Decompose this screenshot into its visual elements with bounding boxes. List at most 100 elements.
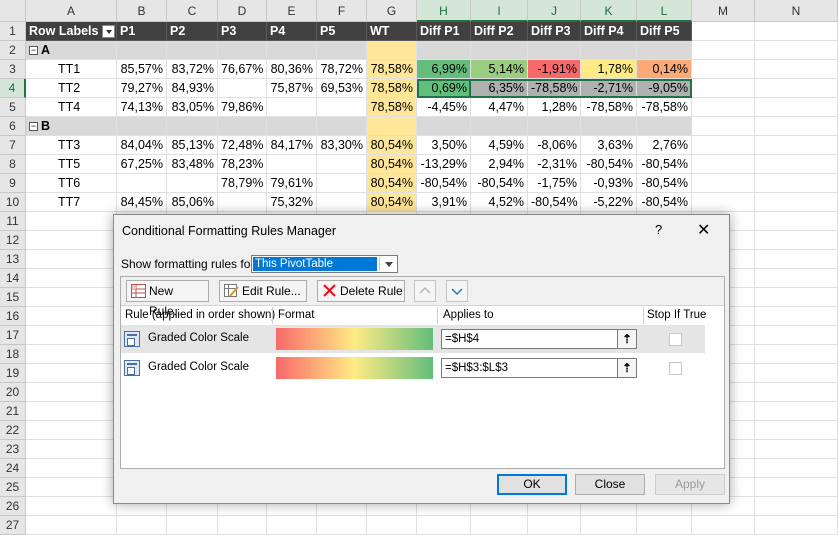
show-rules-select[interactable]: This PivotTable bbox=[251, 255, 398, 273]
grid-cell[interactable] bbox=[755, 497, 838, 516]
value-cell[interactable]: -1,91% bbox=[528, 60, 581, 79]
column-header-n[interactable]: N bbox=[755, 0, 838, 22]
grid-cell[interactable] bbox=[267, 497, 317, 516]
group-row-cell[interactable] bbox=[528, 41, 581, 60]
pivot-header-cell[interactable]: P4 bbox=[267, 22, 317, 41]
value-cell[interactable]: 67,25% bbox=[117, 155, 167, 174]
grid-cell[interactable] bbox=[692, 60, 755, 79]
grid-cell[interactable] bbox=[755, 288, 838, 307]
grid-cell[interactable] bbox=[755, 22, 838, 41]
value-cell[interactable]: 78,58% bbox=[367, 79, 417, 98]
row-header-26[interactable]: 26 bbox=[0, 497, 26, 516]
grid-cell[interactable] bbox=[26, 383, 117, 402]
pivot-header-cell[interactable]: P1 bbox=[117, 22, 167, 41]
grid-cell[interactable] bbox=[755, 41, 838, 60]
grid-cell[interactable] bbox=[581, 516, 637, 535]
stop-if-true-checkbox[interactable] bbox=[669, 362, 682, 375]
value-cell[interactable]: -80,54% bbox=[637, 155, 692, 174]
grid-cell[interactable] bbox=[26, 269, 117, 288]
value-cell[interactable] bbox=[267, 155, 317, 174]
value-cell[interactable]: -80,54% bbox=[637, 174, 692, 193]
grid-cell[interactable] bbox=[26, 516, 117, 535]
pivot-header-cell[interactable]: Row Labels bbox=[26, 22, 117, 41]
row-header-17[interactable]: 17 bbox=[0, 326, 26, 345]
grid-cell[interactable] bbox=[528, 516, 581, 535]
grid-cell[interactable] bbox=[755, 364, 838, 383]
value-cell[interactable]: -5,22% bbox=[581, 193, 637, 212]
pivot-header-cell[interactable]: Diff P1 bbox=[417, 22, 471, 41]
group-row-cell[interactable] bbox=[267, 41, 317, 60]
value-cell[interactable]: 4,47% bbox=[471, 98, 528, 117]
grid-cell[interactable] bbox=[26, 364, 117, 383]
value-cell[interactable]: -80,54% bbox=[471, 174, 528, 193]
value-cell[interactable]: 79,61% bbox=[267, 174, 317, 193]
value-cell[interactable]: 5,14% bbox=[471, 60, 528, 79]
value-cell[interactable]: 3,63% bbox=[581, 136, 637, 155]
value-cell[interactable]: -1,75% bbox=[528, 174, 581, 193]
row-header-27[interactable]: 27 bbox=[0, 516, 26, 535]
column-header-c[interactable]: C bbox=[167, 0, 218, 22]
row-header-7[interactable]: 7 bbox=[0, 136, 26, 155]
grid-cell[interactable] bbox=[755, 250, 838, 269]
value-cell[interactable]: 79,86% bbox=[218, 98, 267, 117]
row-label-cell[interactable]: TT5 bbox=[26, 155, 117, 174]
grid-cell[interactable] bbox=[26, 459, 117, 478]
grid-cell[interactable] bbox=[417, 497, 471, 516]
grid-cell[interactable] bbox=[692, 497, 755, 516]
grid-cell[interactable] bbox=[692, 174, 755, 193]
grid-cell[interactable] bbox=[755, 459, 838, 478]
grid-cell[interactable] bbox=[26, 307, 117, 326]
pivot-header-cell[interactable]: Diff P5 bbox=[637, 22, 692, 41]
group-row-cell[interactable] bbox=[367, 117, 417, 136]
row-header-19[interactable]: 19 bbox=[0, 364, 26, 383]
group-row-cell[interactable]: − B bbox=[26, 117, 117, 136]
active-cell[interactable] bbox=[417, 79, 471, 98]
row-header-20[interactable]: 20 bbox=[0, 383, 26, 402]
row-header-14[interactable]: 14 bbox=[0, 269, 26, 288]
grid-cell[interactable] bbox=[755, 212, 838, 231]
grid-cell[interactable] bbox=[218, 516, 267, 535]
move-down-button[interactable] bbox=[446, 280, 468, 302]
group-row-cell[interactable] bbox=[167, 117, 218, 136]
value-cell[interactable]: 83,05% bbox=[167, 98, 218, 117]
grid-cell[interactable] bbox=[471, 497, 528, 516]
value-cell[interactable]: 84,04% bbox=[117, 136, 167, 155]
grid-cell[interactable] bbox=[581, 497, 637, 516]
stop-if-true-checkbox[interactable] bbox=[669, 333, 682, 346]
grid-cell[interactable] bbox=[26, 478, 117, 497]
row-header-16[interactable]: 16 bbox=[0, 307, 26, 326]
grid-cell[interactable] bbox=[755, 326, 838, 345]
grid-cell[interactable] bbox=[692, 136, 755, 155]
value-cell[interactable]: -0,93% bbox=[581, 174, 637, 193]
group-row-cell[interactable] bbox=[317, 41, 367, 60]
rule-row[interactable]: Graded Color Scale =$H$4 ⇡ bbox=[121, 325, 705, 353]
group-row-cell[interactable] bbox=[581, 41, 637, 60]
move-up-button[interactable] bbox=[414, 280, 436, 302]
value-cell[interactable] bbox=[317, 98, 367, 117]
grid-cell[interactable] bbox=[755, 60, 838, 79]
grid-cell[interactable] bbox=[26, 326, 117, 345]
value-cell[interactable]: -78,58% bbox=[637, 98, 692, 117]
grid-cell[interactable] bbox=[317, 516, 367, 535]
grid-cell[interactable] bbox=[26, 250, 117, 269]
column-header-i[interactable]: I bbox=[471, 0, 528, 22]
value-cell[interactable]: -80,54% bbox=[528, 193, 581, 212]
value-cell[interactable]: 75,87% bbox=[267, 79, 317, 98]
value-cell[interactable]: 84,93% bbox=[167, 79, 218, 98]
value-cell[interactable]: 79,27% bbox=[117, 79, 167, 98]
column-header-l[interactable]: L bbox=[637, 0, 692, 22]
row-header-23[interactable]: 23 bbox=[0, 440, 26, 459]
value-cell[interactable] bbox=[317, 193, 367, 212]
grid-cell[interactable] bbox=[317, 497, 367, 516]
column-header-a[interactable]: A bbox=[26, 0, 117, 22]
value-cell[interactable]: 83,72% bbox=[167, 60, 218, 79]
row-header-25[interactable]: 25 bbox=[0, 478, 26, 497]
group-row-cell[interactable] bbox=[471, 41, 528, 60]
value-cell[interactable] bbox=[167, 174, 218, 193]
chevron-down-icon[interactable] bbox=[379, 257, 396, 271]
group-row-cell[interactable] bbox=[471, 117, 528, 136]
grid-cell[interactable] bbox=[117, 516, 167, 535]
value-cell[interactable]: 78,23% bbox=[218, 155, 267, 174]
value-cell[interactable]: -2,31% bbox=[528, 155, 581, 174]
new-rule-button[interactable]: New Rule... bbox=[126, 280, 209, 318]
